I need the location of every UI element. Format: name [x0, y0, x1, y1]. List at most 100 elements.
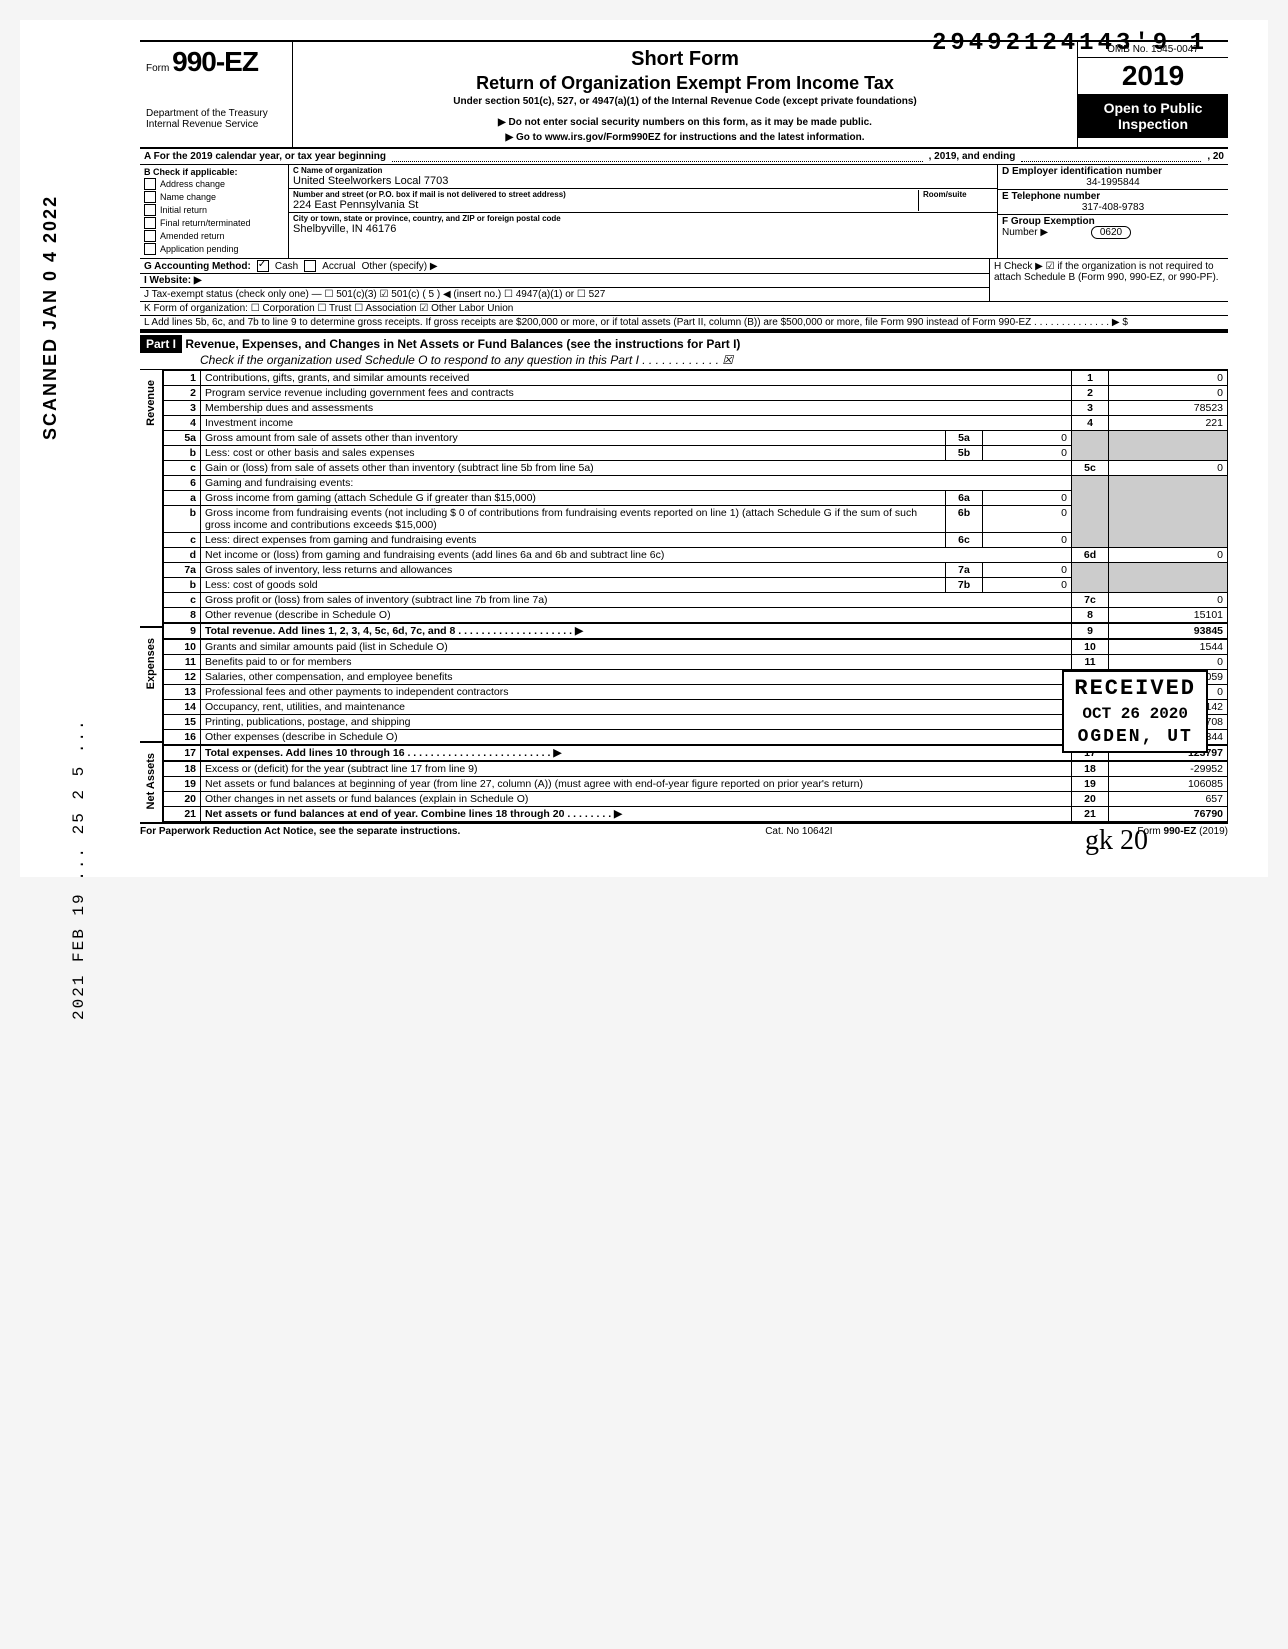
- line-6b: bGross income from fundraising events (n…: [164, 506, 1228, 533]
- ein-label: D Employer identification number: [1002, 166, 1162, 177]
- form-ref: Form 990-EZ (2019): [1137, 826, 1228, 837]
- open-to-public: Open to Public Inspection: [1078, 94, 1228, 138]
- gross-receipts-note: L Add lines 5b, 6c, and 7b to line 9 to …: [144, 317, 1128, 328]
- line-2: 2Program service revenue including gover…: [164, 386, 1228, 401]
- chk-final-return[interactable]: Final return/terminated: [144, 217, 284, 229]
- line-20: 20Other changes in net assets or fund ba…: [164, 792, 1228, 807]
- city-label: City or town, state or province, country…: [293, 214, 993, 223]
- box-c: C Name of organization United Steelworke…: [289, 165, 997, 258]
- line-21: 21Net assets or fund balances at end of …: [164, 807, 1228, 822]
- line-10: 10Grants and similar amounts paid (list …: [164, 639, 1228, 655]
- box-d-e-f: D Employer identification number 34-1995…: [997, 165, 1228, 258]
- line-19: 19Net assets or fund balances at beginni…: [164, 777, 1228, 792]
- tax-exempt-status: J Tax-exempt status (check only one) — ☐…: [144, 289, 605, 300]
- part1-header-row: Part I Revenue, Expenses, and Changes in…: [140, 331, 1228, 370]
- vlabel-netassets: Net Assets: [145, 743, 157, 819]
- form-page: 29492124143'9 1 SCANNED JAN 0 4 2022 202…: [20, 20, 1268, 877]
- box-b: B Check if applicable: Address change Na…: [140, 165, 289, 258]
- website-label: I Website: ▶: [144, 275, 202, 286]
- group-ex-sub: Number ▶: [1002, 227, 1048, 238]
- line-g: G Accounting Method: Cash Accrual Other …: [140, 259, 989, 274]
- group-ex-label: F Group Exemption: [1002, 216, 1095, 227]
- part1-check-o: Check if the organization used Schedule …: [140, 353, 1228, 367]
- chk-app-pending[interactable]: Application pending: [144, 243, 284, 255]
- line-1: 1Contributions, gifts, grants, and simil…: [164, 371, 1228, 386]
- line-9: 9Total revenue. Add lines 1, 2, 3, 4, 5c…: [164, 623, 1228, 639]
- goto-url: ▶ Go to www.irs.gov/Form990EZ for instru…: [301, 132, 1069, 143]
- handwritten-note: gk 20: [1085, 825, 1148, 857]
- street-value: 224 East Pennsylvania St: [293, 199, 918, 211]
- vlabel-revenue: Revenue: [145, 370, 157, 436]
- line-a-mid: , 2019, and ending: [929, 151, 1016, 162]
- line-4: 4Investment income4221: [164, 416, 1228, 431]
- line-6: 6Gaming and fundraising events:: [164, 476, 1228, 491]
- received-loc: OGDEN, UT: [1074, 727, 1196, 747]
- vlabel-expenses: Expenses: [145, 628, 157, 699]
- line-5b: bLess: cost or other basis and sales exp…: [164, 446, 1228, 461]
- form-number: 990-EZ: [172, 46, 258, 77]
- line-5c: cGain or (loss) from sale of assets othe…: [164, 461, 1228, 476]
- line-6c: cLess: direct expenses from gaming and f…: [164, 533, 1228, 548]
- public-line1: Open to Public: [1080, 100, 1226, 116]
- city-value: Shelbyville, IN 46176: [293, 223, 993, 235]
- line-i: I Website: ▶: [140, 274, 989, 288]
- chk-cash[interactable]: [257, 260, 269, 272]
- line-a-label: A For the 2019 calendar year, or tax yea…: [144, 151, 386, 162]
- org-name: United Steelworkers Local 7703: [293, 175, 993, 187]
- part1-badge: Part I: [140, 335, 182, 353]
- line-6d: dNet income or (loss) from gaming and fu…: [164, 548, 1228, 563]
- room-label: Room/suite: [923, 190, 993, 199]
- scanned-stamp: SCANNED JAN 0 4 2022: [40, 195, 61, 440]
- line-l: L Add lines 5b, 6c, and 7b to line 9 to …: [140, 316, 1228, 331]
- phone-value: 317-408-9783: [1002, 202, 1224, 213]
- line-8: 8Other revenue (describe in Schedule O)8…: [164, 608, 1228, 624]
- year-prefix: 20: [1122, 60, 1153, 91]
- chk-name-change[interactable]: Name change: [144, 191, 284, 203]
- received-stamp: RECEIVED OCT 26 2020 OGDEN, UT: [1062, 670, 1208, 753]
- header-mid: Short Form Return of Organization Exempt…: [293, 42, 1077, 147]
- chk-amended[interactable]: Amended return: [144, 230, 284, 242]
- chk-address-change[interactable]: Address change: [144, 178, 284, 190]
- dept-label: Department of the Treasury Internal Reve…: [146, 108, 286, 130]
- cat-no: Cat. No 10642I: [765, 826, 832, 837]
- dln-number: 29492124143'9 1: [932, 30, 1208, 57]
- footer-row: For Paperwork Reduction Act Notice, see …: [140, 824, 1228, 837]
- received-label: RECEIVED: [1074, 676, 1196, 701]
- line-7b: bLess: cost of goods sold7b0: [164, 578, 1228, 593]
- line-j: J Tax-exempt status (check only one) — ☐…: [140, 288, 989, 302]
- header-right: OMB No. 1545-0047 2019 Open to Public In…: [1077, 42, 1228, 147]
- chk-initial-return[interactable]: Initial return: [144, 204, 284, 216]
- line-a-end: , 20: [1207, 151, 1224, 162]
- form-prefix: Form: [146, 63, 169, 74]
- public-line2: Inspection: [1080, 116, 1226, 132]
- subtitle: Under section 501(c), 527, or 4947(a)(1)…: [301, 96, 1069, 107]
- header-left: Form 990-EZ Department of the Treasury I…: [140, 42, 293, 147]
- lines-table: 1Contributions, gifts, grants, and simil…: [164, 370, 1228, 822]
- part1-title: Revenue, Expenses, and Changes in Net As…: [185, 337, 740, 351]
- other-specify: Other (specify) ▶: [362, 261, 438, 272]
- group-ex-value: 0620: [1091, 226, 1131, 239]
- phone-label: E Telephone number: [1002, 191, 1100, 202]
- file-date-stamp: 2021 FEB 19 ... 25 2 5 ...: [70, 718, 88, 1020]
- line-g-label: G Accounting Method:: [144, 261, 251, 272]
- form-of-org: K Form of organization: ☐ Corporation ☐ …: [144, 303, 513, 314]
- tax-year: 2019: [1078, 58, 1228, 94]
- ein-value: 34-1995844: [1002, 177, 1224, 188]
- org-name-label: C Name of organization: [293, 166, 993, 175]
- paperwork-notice: For Paperwork Reduction Act Notice, see …: [140, 826, 460, 837]
- line-11: 11Benefits paid to or for members110: [164, 655, 1228, 670]
- street-label: Number and street (or P.O. box if mail i…: [293, 190, 918, 199]
- line-a: A For the 2019 calendar year, or tax yea…: [140, 149, 1228, 165]
- line-k: K Form of organization: ☐ Corporation ☐ …: [140, 302, 1228, 316]
- line-18: 18Excess or (deficit) for the year (subt…: [164, 761, 1228, 777]
- ssn-warning: ▶ Do not enter social security numbers o…: [301, 117, 1069, 128]
- line-7a: 7aGross sales of inventory, less returns…: [164, 563, 1228, 578]
- line-7c: cGross profit or (loss) from sales of in…: [164, 593, 1228, 608]
- chk-accrual[interactable]: [304, 260, 316, 272]
- box-b-title: B Check if applicable:: [144, 167, 238, 177]
- line-6a: aGross income from gaming (attach Schedu…: [164, 491, 1228, 506]
- line-5a: 5aGross amount from sale of assets other…: [164, 431, 1228, 446]
- line-h-text: H Check ▶ ☑ if the organization is not r…: [994, 261, 1219, 283]
- year-suffix: 19: [1153, 60, 1184, 91]
- entity-block: B Check if applicable: Address change Na…: [140, 165, 1228, 259]
